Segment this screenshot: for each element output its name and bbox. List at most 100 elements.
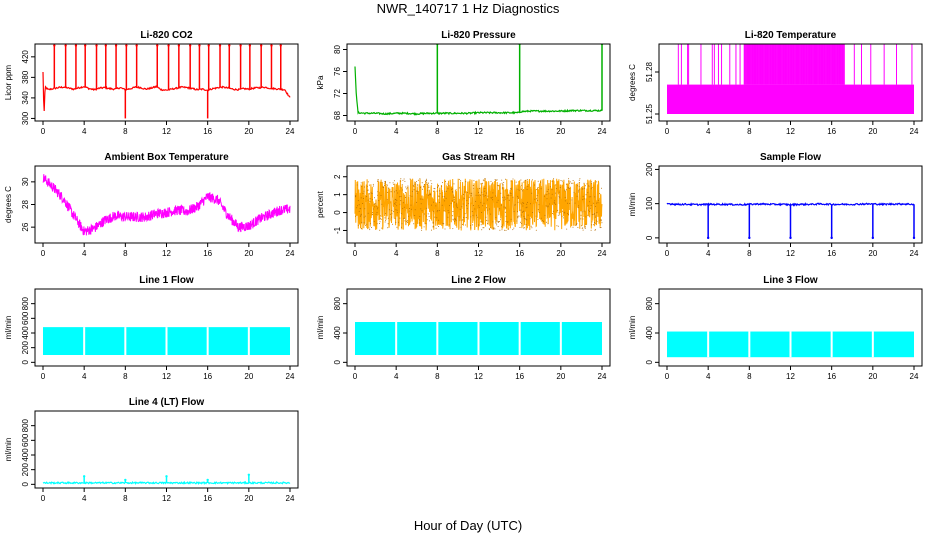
- x-tick-label: 16: [827, 372, 836, 381]
- data-point: [447, 188, 449, 190]
- data-point: [505, 207, 507, 209]
- spike-point: [218, 44, 222, 47]
- y-tick-label: 72: [333, 89, 342, 98]
- data-layer: [354, 44, 604, 116]
- data-point: [527, 185, 529, 187]
- data-point: [449, 205, 450, 207]
- data-point: [590, 181, 592, 183]
- data-point: [496, 224, 498, 226]
- x-tick-label: 12: [786, 127, 795, 136]
- x-tick-label: 8: [435, 127, 440, 136]
- spike-point: [82, 475, 86, 478]
- data-point: [513, 227, 515, 229]
- data-point: [422, 188, 423, 190]
- data-point: [392, 223, 393, 225]
- data-point: [513, 210, 515, 212]
- data-point: [402, 202, 404, 204]
- data-point: [437, 186, 439, 188]
- data-point: [496, 179, 498, 181]
- data-point: [396, 212, 398, 214]
- data-point: [591, 221, 593, 223]
- data-point: [529, 218, 531, 220]
- data-point: [383, 187, 385, 188]
- data-point: [358, 210, 360, 212]
- data-point: [561, 180, 563, 182]
- data-point: [448, 211, 450, 213]
- data-point: [481, 221, 483, 223]
- y-tick-label: 400: [333, 326, 342, 340]
- data-point: [394, 199, 396, 201]
- data-point: [492, 221, 494, 223]
- data-point: [370, 223, 371, 225]
- data-point: [478, 205, 480, 207]
- data-point: [453, 183, 455, 185]
- data-point: [561, 215, 563, 217]
- data-point: [372, 183, 374, 185]
- data-point: [596, 212, 598, 214]
- data-point: [438, 210, 440, 211]
- data-point: [355, 195, 357, 197]
- data-point: [484, 195, 486, 197]
- data-point: [510, 188, 512, 190]
- y-axis-label: ml/min: [628, 193, 637, 217]
- data-point: [451, 188, 453, 190]
- data-point: [360, 182, 362, 184]
- data-point: [381, 203, 383, 205]
- data-point: [490, 197, 492, 199]
- data-point: [374, 203, 376, 205]
- data-point: [588, 196, 590, 198]
- x-tick-label: 20: [244, 127, 253, 136]
- data-point: [401, 223, 403, 225]
- data-point: [594, 196, 596, 198]
- data-point: [590, 196, 592, 198]
- data-point: [375, 205, 377, 207]
- data-point: [373, 208, 375, 210]
- data-point: [531, 227, 533, 229]
- data-point: [578, 189, 580, 191]
- data-point: [504, 206, 506, 208]
- band-gap: [165, 327, 168, 355]
- data-point: [510, 189, 512, 190]
- y-tick-label: 200: [645, 162, 654, 176]
- data-point: [494, 179, 496, 181]
- data-point: [427, 190, 429, 192]
- data-point: [600, 227, 602, 228]
- data-point: [384, 181, 386, 183]
- band-gap: [206, 327, 209, 355]
- data-point: [504, 211, 506, 213]
- data-point: [421, 198, 423, 200]
- y-tick-label: 800: [645, 296, 654, 310]
- data-point: [526, 179, 528, 181]
- data-point: [549, 203, 551, 205]
- data-point: [565, 183, 567, 185]
- data-point: [396, 209, 398, 211]
- data-point: [453, 218, 455, 220]
- data-point: [386, 199, 388, 201]
- data-point: [591, 214, 593, 215]
- data-point: [594, 216, 596, 218]
- data-point: [361, 185, 363, 187]
- data-point: [472, 205, 474, 206]
- data-point: [433, 201, 434, 203]
- data-point: [477, 224, 479, 226]
- data-point: [554, 192, 556, 194]
- data-point: [508, 199, 510, 201]
- data-point: [436, 190, 438, 192]
- y-tick-label: 300: [21, 111, 30, 125]
- x-tick-label: 4: [394, 127, 399, 136]
- spike-point: [83, 44, 87, 47]
- data-point: [487, 195, 489, 197]
- data-point: [568, 180, 570, 182]
- data-point: [384, 181, 386, 182]
- data-point: [587, 205, 589, 207]
- data-point: [547, 205, 549, 207]
- data-point: [567, 187, 569, 188]
- data-point: [495, 223, 497, 225]
- data-point: [435, 205, 437, 207]
- data-point: [395, 190, 397, 192]
- data-point: [543, 195, 545, 197]
- data-point: [521, 185, 523, 187]
- x-tick-label: 4: [82, 249, 87, 258]
- data-point: [357, 224, 359, 226]
